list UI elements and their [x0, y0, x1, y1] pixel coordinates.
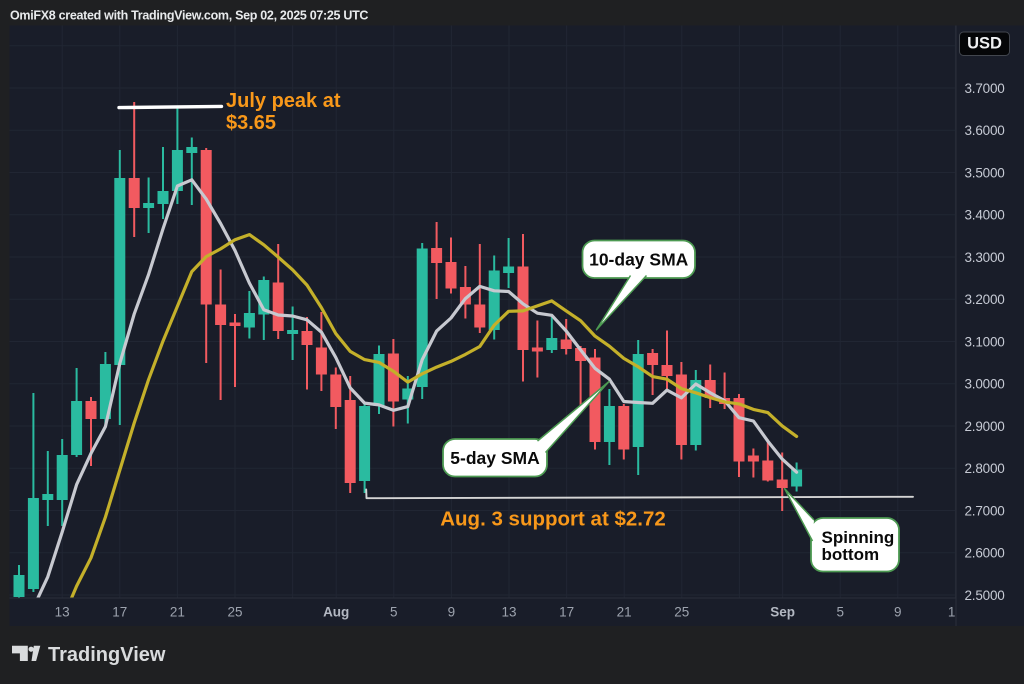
svg-text:Spinning: Spinning: [822, 528, 895, 547]
svg-text:5: 5: [836, 605, 844, 620]
svg-text:Sep: Sep: [770, 605, 795, 620]
svg-text:bottom: bottom: [822, 545, 880, 564]
svg-text:25: 25: [674, 605, 689, 620]
svg-text:Aug. 3 support at $2.72: Aug. 3 support at $2.72: [440, 508, 666, 531]
svg-text:9: 9: [894, 605, 902, 620]
svg-text:5-day SMA: 5-day SMA: [450, 448, 540, 468]
svg-text:3.6000: 3.6000: [965, 123, 1005, 138]
svg-text:17: 17: [112, 605, 127, 620]
svg-text:2.6000: 2.6000: [965, 546, 1005, 561]
svg-text:OmiFX8 created with TradingVie: OmiFX8 created with TradingView.com, Sep…: [10, 9, 368, 23]
svg-text:3.0000: 3.0000: [965, 377, 1005, 392]
svg-text:25: 25: [227, 605, 242, 620]
svg-text:3.4000: 3.4000: [965, 208, 1005, 223]
svg-text:3.1000: 3.1000: [965, 334, 1005, 349]
svg-text:17: 17: [559, 605, 574, 620]
svg-text:TradingView: TradingView: [48, 644, 166, 666]
svg-text:2.7000: 2.7000: [965, 503, 1005, 518]
svg-text:9: 9: [448, 605, 456, 620]
svg-text:2.9000: 2.9000: [965, 419, 1005, 434]
svg-text:3.7000: 3.7000: [965, 81, 1005, 96]
svg-text:3.5000: 3.5000: [965, 165, 1005, 180]
svg-text:3.2000: 3.2000: [965, 292, 1005, 307]
svg-text:10-day SMA: 10-day SMA: [589, 250, 689, 270]
svg-text:July peak at: July peak at: [226, 90, 341, 112]
svg-text:13: 13: [55, 605, 70, 620]
svg-text:2.8000: 2.8000: [965, 461, 1005, 476]
svg-text:USD: USD: [967, 35, 1002, 53]
svg-text:21: 21: [170, 605, 185, 620]
svg-text:3.3000: 3.3000: [965, 250, 1005, 265]
svg-text:2.5000: 2.5000: [965, 588, 1005, 603]
svg-text:13: 13: [501, 605, 516, 620]
svg-text:$3.65: $3.65: [226, 112, 276, 134]
svg-text:21: 21: [617, 605, 632, 620]
svg-text:5: 5: [390, 605, 398, 620]
svg-text:Aug: Aug: [323, 605, 349, 620]
